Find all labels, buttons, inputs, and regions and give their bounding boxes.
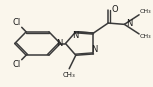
Text: N: N [126,19,132,28]
Text: Cl: Cl [13,60,21,69]
Text: CH₃: CH₃ [140,9,152,14]
Text: N: N [91,45,97,54]
Text: O: O [111,5,118,14]
Text: N: N [72,31,78,40]
Text: CH₃: CH₃ [140,34,152,39]
Text: CH₃: CH₃ [63,72,76,78]
Text: N: N [56,39,63,48]
Text: Cl: Cl [13,18,21,27]
